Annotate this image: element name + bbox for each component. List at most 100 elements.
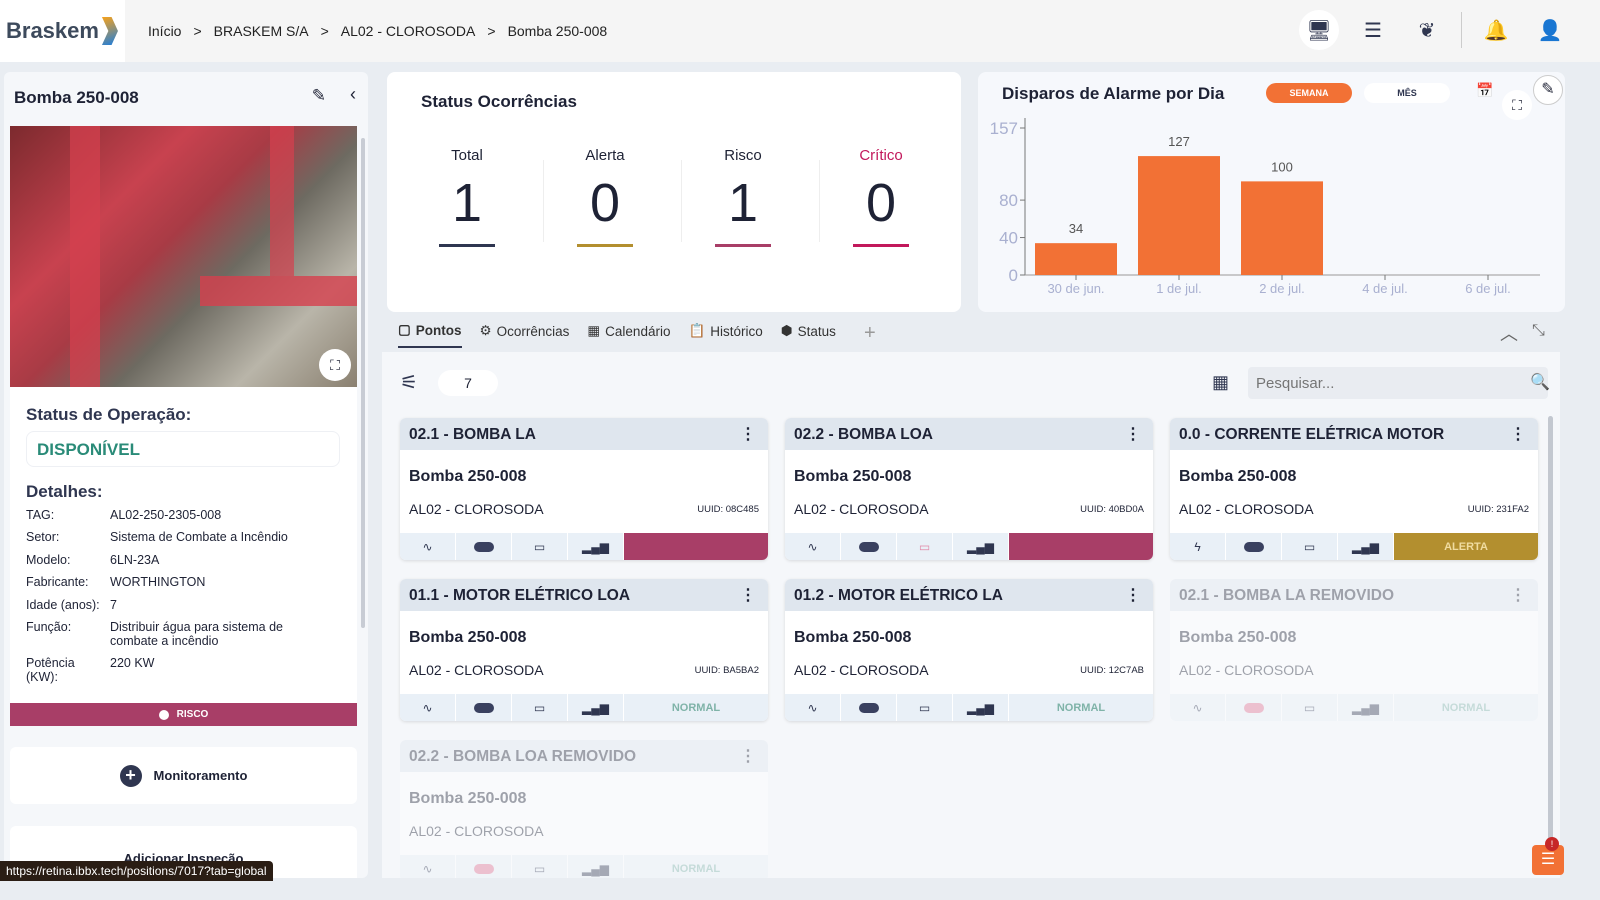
- toggle-mes[interactable]: MÊS: [1364, 83, 1450, 103]
- stat-risco[interactable]: Risco 1: [683, 147, 803, 247]
- more-vertical-icon[interactable]: ⋮: [740, 426, 756, 443]
- bar-chart: 0 40 80 157 30 de jun. 34 1 de jul. 127 2 de jul…: [990, 118, 1540, 296]
- stat-crítico[interactable]: Crítico 0: [821, 147, 941, 247]
- x-tick-label: 1 de jul.: [1156, 281, 1202, 296]
- tab-status[interactable]: ⬢ Status: [781, 322, 836, 348]
- breadcrumb-separator: >: [487, 23, 496, 39]
- x-tick-label: 4 de jul.: [1362, 281, 1408, 296]
- point-title: 02.1 - BOMBA LA ⋮: [400, 418, 768, 450]
- tab-ocorrências[interactable]: ⚙ Ocorrências: [480, 322, 570, 348]
- search-input[interactable]: [1248, 367, 1548, 399]
- monitor-icon[interactable]: 🖥: [1299, 10, 1339, 50]
- collapse-chevron-icon[interactable]: ‹: [350, 84, 356, 104]
- fullscreen-icon[interactable]: ⛶: [1502, 90, 1532, 120]
- search-icon[interactable]: 🔍: [1530, 374, 1550, 391]
- bar: [1035, 243, 1117, 275]
- braskem-logo[interactable]: Braskem: [0, 0, 125, 62]
- point-status: ALERTA: [1394, 533, 1538, 560]
- toggle-icon: [456, 694, 511, 721]
- toggle-semana[interactable]: SEMANA: [1266, 83, 1352, 103]
- occurrences-card: Status Ocorrências Total 1 Alerta 0 Risco 1 Cr…: [387, 72, 961, 312]
- more-vertical-icon[interactable]: ⋮: [1510, 426, 1526, 443]
- detail-row: TAG: AL02-250-2305-008: [26, 508, 222, 522]
- occurrences-title: Status Ocorrências: [421, 92, 577, 111]
- user-icon[interactable]: 👤: [1537, 19, 1563, 42]
- stat-value: 0: [865, 173, 897, 233]
- toggle-icon: [456, 855, 511, 878]
- point-uuid: UUID: 08C485: [697, 504, 759, 515]
- tab-label: Calendário: [605, 323, 671, 339]
- breadcrumb-inicio[interactable]: Início: [148, 23, 182, 39]
- calendar-icon[interactable]: 📅: [1476, 82, 1494, 98]
- tab-pontos[interactable]: ▢ Pontos: [398, 322, 462, 348]
- more-vertical-icon[interactable]: ⋮: [1125, 426, 1141, 443]
- point-card[interactable]: 02.1 - BOMBA LA ⋮ Bomba 250-008 AL02 - CL…: [400, 418, 768, 560]
- menu-lines-icon[interactable]: ☰: [1364, 19, 1382, 42]
- signal-icon: ▂▄▆: [568, 694, 623, 721]
- more-vertical-icon[interactable]: ⋮: [740, 587, 756, 604]
- point-location: AL02 - CLOROSODA: [794, 662, 929, 678]
- y-tick-label: 40: [999, 229, 1018, 248]
- filter-sliders-icon[interactable]: ⚟: [400, 372, 418, 394]
- tab-label: Ocorrências: [496, 323, 570, 339]
- point-status: NORMAL: [1394, 694, 1538, 721]
- point-card[interactable]: 0.0 - CORRENTE ELÉTRICA MOTOR ⋮ Bomba 250…: [1170, 418, 1538, 560]
- battery-icon: ▭: [1282, 694, 1337, 721]
- point-uuid: UUID: BA5BA2: [694, 665, 759, 676]
- signal-icon: ▂▄▆: [568, 855, 623, 878]
- bar: [1241, 181, 1323, 275]
- divider: [1461, 12, 1462, 48]
- breadcrumb-braskem[interactable]: BRASKEM S/A: [213, 23, 309, 39]
- point-card[interactable]: 02.2 - BOMBA LOA REMOVIDO ⋮ Bomba 250-008…: [400, 740, 768, 878]
- point-card[interactable]: 02.2 - BOMBA LOA ⋮ Bomba 250-008 AL02 - C…: [785, 418, 1153, 560]
- breadcrumb-area[interactable]: AL02 - CLOROSODA: [340, 23, 476, 39]
- add-tab-icon[interactable]: +: [864, 322, 876, 344]
- tab-calendário[interactable]: ▦ Calendário: [587, 322, 670, 348]
- cube-icon: ⬢: [780, 323, 793, 338]
- leaf-icon[interactable]: ❦: [1418, 19, 1436, 42]
- points-scrollbar[interactable]: [1548, 416, 1553, 856]
- bell-icon[interactable]: 🔔: [1483, 19, 1509, 42]
- stat-alerta[interactable]: Alerta 0: [545, 147, 665, 247]
- point-asset: Bomba 250-008: [409, 790, 527, 807]
- point-uuid: UUID: 40BD0A: [1080, 504, 1144, 515]
- bar-label: 127: [1168, 134, 1190, 149]
- qr-code-icon[interactable]: ▦: [1212, 372, 1230, 392]
- battery-icon: ▭: [512, 694, 567, 721]
- point-title: 02.2 - BOMBA LOA REMOVIDO ⋮: [400, 740, 768, 772]
- asset-panel: Bomba 250-008 ✎ ‹ ⛶ Status de Operação: …: [4, 72, 368, 878]
- expand-icon[interactable]: ⤡: [1532, 322, 1545, 339]
- battery-icon: ▭: [512, 855, 567, 878]
- more-vertical-icon[interactable]: ⋮: [1125, 587, 1141, 604]
- panel-scrollbar[interactable]: [361, 138, 365, 628]
- breadcrumb-current: Bomba 250-008: [507, 23, 608, 39]
- y-tick-label: 80: [999, 191, 1018, 210]
- fullscreen-icon[interactable]: ⛶: [319, 349, 351, 381]
- chevron-up-icon[interactable]: ︿: [1500, 324, 1518, 344]
- point-card[interactable]: 02.1 - BOMBA LA REMOVIDO ⋮ Bomba 250-008 …: [1170, 579, 1538, 721]
- clipboard-icon: 📋: [688, 323, 706, 338]
- monitoring-button[interactable]: + Monitoramento: [10, 747, 357, 804]
- signal-icon: ▂▄▆: [953, 533, 1008, 560]
- stat-total[interactable]: Total 1: [407, 147, 527, 247]
- top-header: Braskem Início > BRASKEM S/A > AL02 - CLOR…: [0, 0, 1600, 62]
- point-location: AL02 - CLOROSODA: [794, 501, 929, 517]
- pulse-icon: ∿: [785, 533, 840, 560]
- point-card[interactable]: 01.1 - MOTOR ELÉTRICO LOA ⋮ Bomba 250-008…: [400, 579, 768, 721]
- detail-row: Setor: Sistema de Combate a Incêndio: [26, 530, 288, 544]
- bar: [1138, 156, 1220, 275]
- detail-row: Modelo: 6LN-23A: [26, 553, 160, 567]
- divider: [819, 160, 820, 242]
- more-vertical-icon[interactable]: ⋮: [740, 748, 756, 765]
- breadcrumb: Início > BRASKEM S/A > AL02 - CLOROSODA > B…: [148, 23, 607, 39]
- edit-icon[interactable]: ✎: [311, 86, 326, 105]
- stat-label: Total: [451, 147, 483, 164]
- point-card[interactable]: 01.2 - MOTOR ELÉTRICO LA ⋮ Bomba 250-008 …: [785, 579, 1153, 721]
- risk-status-bar: RISCO: [10, 703, 357, 726]
- more-vertical-icon[interactable]: ⋮: [1510, 587, 1526, 604]
- x-tick-label: 30 de jun.: [1047, 281, 1104, 296]
- alarm-chart-card: Disparos de Alarme por Dia SEMANA MÊS 📅 …: [978, 72, 1565, 312]
- edit-icon[interactable]: ✎: [1533, 75, 1563, 105]
- divider: [543, 160, 544, 242]
- tab-histórico[interactable]: 📋 Histórico: [688, 322, 762, 348]
